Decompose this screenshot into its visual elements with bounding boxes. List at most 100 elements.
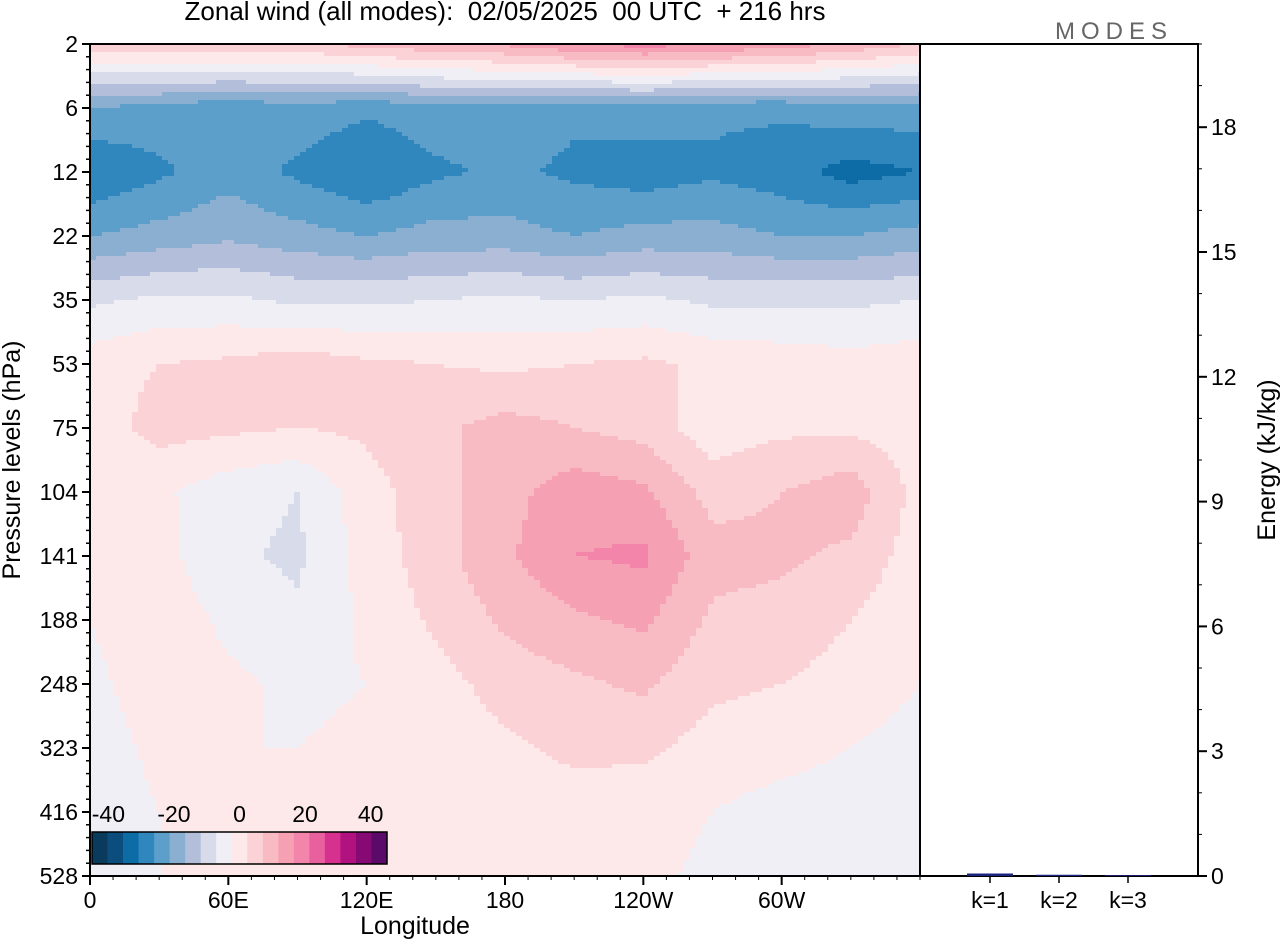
field-cell	[366, 56, 373, 61]
field-cell	[342, 164, 349, 169]
field-cell	[180, 100, 187, 105]
field-cell	[606, 80, 613, 85]
field-cell	[792, 144, 799, 149]
field-cell	[414, 96, 421, 101]
field-cell	[156, 152, 163, 157]
field-cell	[330, 108, 337, 113]
field-cell	[258, 48, 265, 53]
field-cell	[768, 76, 775, 81]
field-cell	[432, 100, 439, 105]
field-cell	[480, 164, 487, 169]
field-cell	[660, 44, 667, 49]
field-cell	[642, 60, 649, 65]
field-cell	[702, 52, 709, 57]
field-cell	[552, 184, 559, 189]
field-cell	[912, 120, 919, 125]
field-cell	[864, 60, 871, 65]
field-cell	[750, 52, 757, 57]
field-cell	[408, 68, 415, 73]
field-cell	[570, 48, 577, 53]
field-cell	[444, 172, 451, 177]
field-cell	[834, 144, 841, 149]
field-cell	[744, 140, 751, 145]
field-cell	[420, 88, 427, 93]
field-cell	[384, 112, 391, 117]
field-cell	[126, 100, 133, 105]
field-cell	[828, 64, 835, 69]
field-cell	[810, 60, 817, 65]
field-cell	[636, 52, 643, 57]
field-cell	[816, 152, 823, 157]
field-cell	[150, 108, 157, 113]
field-cell	[672, 48, 679, 53]
field-cell	[840, 112, 847, 117]
field-cell	[288, 44, 295, 49]
field-cell	[750, 176, 757, 181]
field-cell	[576, 136, 583, 141]
field-cell	[786, 108, 793, 113]
field-cell	[348, 48, 355, 53]
field-cell	[480, 44, 487, 49]
field-cell	[174, 116, 181, 121]
field-cell	[510, 172, 517, 177]
field-cell	[576, 44, 583, 49]
field-cell	[252, 176, 259, 181]
field-cell	[444, 144, 451, 149]
field-cell	[354, 60, 361, 65]
field-cell	[804, 72, 811, 77]
field-cell	[300, 144, 307, 149]
field-cell	[324, 148, 331, 153]
field-cell	[324, 140, 331, 145]
field-cell	[882, 132, 889, 137]
field-cell	[324, 124, 331, 129]
field-cell	[156, 108, 163, 113]
field-cell	[630, 144, 637, 149]
field-cell	[822, 108, 829, 113]
field-cell	[306, 80, 313, 85]
field-cell	[252, 156, 259, 161]
field-cell	[684, 44, 691, 49]
field-cell	[246, 152, 253, 157]
field-cell	[834, 44, 841, 49]
field-cell	[444, 184, 451, 189]
field-cell	[858, 60, 865, 65]
field-cell	[756, 104, 763, 109]
field-cell	[354, 56, 361, 61]
field-cell	[810, 104, 817, 109]
field-cell	[210, 72, 217, 77]
field-cell	[846, 76, 853, 81]
field-cell	[150, 80, 157, 85]
field-cell	[252, 140, 259, 145]
field-cell	[450, 172, 457, 177]
field-cell	[666, 144, 673, 149]
field-cell	[402, 56, 409, 61]
field-cell	[846, 120, 853, 125]
field-cell	[336, 144, 343, 149]
field-cell	[228, 144, 235, 149]
field-cell	[642, 132, 649, 137]
field-cell	[396, 108, 403, 113]
field-cell	[600, 140, 607, 145]
field-cell	[180, 112, 187, 117]
field-cell	[354, 72, 361, 77]
field-cell	[444, 92, 451, 97]
field-cell	[150, 48, 157, 53]
field-cell	[372, 100, 379, 105]
field-cell	[768, 180, 775, 185]
field-cell	[324, 132, 331, 137]
field-cell	[834, 108, 841, 113]
field-cell	[816, 164, 823, 169]
field-cell	[546, 176, 553, 181]
field-cell	[762, 140, 769, 145]
field-cell	[720, 176, 727, 181]
field-cell	[870, 120, 877, 125]
field-cell	[174, 52, 181, 57]
field-cell	[840, 132, 847, 137]
field-cell	[594, 116, 601, 121]
field-cell	[768, 172, 775, 177]
field-cell	[414, 152, 421, 157]
field-cell	[318, 52, 325, 57]
field-cell	[522, 148, 529, 153]
field-cell	[252, 132, 259, 137]
field-cell	[636, 116, 643, 121]
